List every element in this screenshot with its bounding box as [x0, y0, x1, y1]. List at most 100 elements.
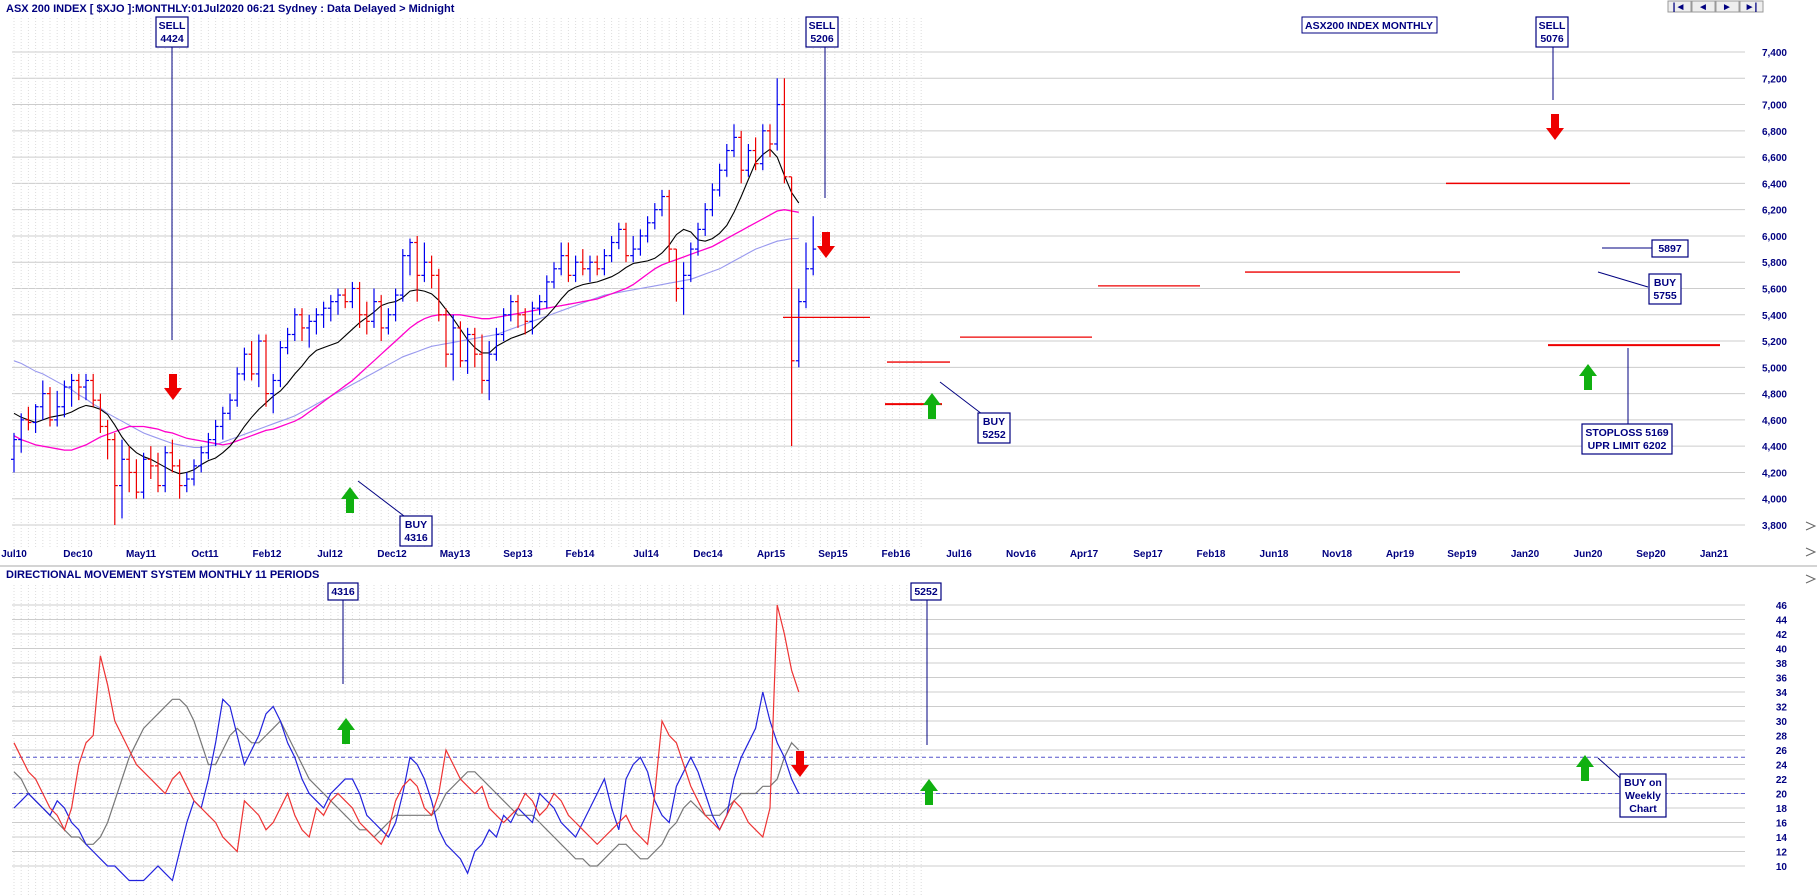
ohlc-bar [133, 459, 140, 499]
price-y-tick: 6,600 [1762, 153, 1787, 164]
annotation-text: Weekly [1625, 790, 1661, 802]
ohlc-bar [601, 249, 608, 276]
buy-arrow-icon [1579, 364, 1597, 390]
ohlc-bar [90, 373, 97, 407]
indicator-y-tick: 30 [1776, 717, 1788, 728]
ohlc-bar [32, 404, 39, 434]
buy-arrow-icon [337, 718, 355, 744]
plus-di-line [13, 691, 800, 882]
price-y-tick: 4,400 [1762, 442, 1787, 453]
ohlc-bar [623, 222, 629, 263]
adx-line [13, 698, 800, 867]
ohlc-bar [198, 446, 205, 473]
ohlc-bar [421, 242, 428, 282]
price-y-tick: 7,200 [1762, 74, 1787, 85]
annotation-box [1648, 273, 1682, 305]
ohlc-bar [435, 268, 442, 322]
annotation-box [399, 515, 433, 547]
ohlc-bar [471, 327, 478, 368]
price-y-tick: 6,400 [1762, 179, 1787, 190]
nav-prev-button[interactable] [1691, 0, 1716, 13]
ohlc-bar [630, 235, 637, 263]
indicator-y-tick: 18 [1776, 804, 1788, 815]
ohlc-bar [47, 387, 53, 427]
price-scroll-marker-icon[interactable] [1805, 521, 1817, 531]
ohlc-bar [83, 373, 89, 401]
ohlc-bar [248, 341, 255, 381]
annotation-box [1535, 16, 1569, 48]
ohlc-bar [529, 301, 536, 335]
ohlc-bar [572, 255, 579, 282]
ohlc-bar [126, 446, 133, 493]
price-x-tick: Jul10 [1, 549, 27, 560]
ohlc-bar [515, 295, 521, 328]
ohlc-bar [205, 433, 212, 460]
ohlc-bar [788, 176, 795, 447]
price-x-tick: Sep19 [1447, 549, 1477, 560]
buy-arrow-icon [341, 487, 359, 513]
nav-first-label: |◄ [1673, 2, 1686, 13]
annotation-leader [357, 480, 405, 517]
nav-prev-label: ◄ [1698, 2, 1708, 13]
time-scroll-marker-icon[interactable] [1805, 547, 1817, 557]
buy-arrow-icon [920, 779, 938, 805]
ohlc-bar [299, 308, 305, 342]
ohlc-bar [212, 419, 219, 447]
ohlc-bar [810, 216, 817, 276]
indicator-y-tick: 40 [1776, 645, 1788, 656]
annotation-text: 4316 [404, 532, 428, 544]
ohlc-bar [709, 183, 716, 217]
ohlc-bar [169, 439, 176, 473]
ohlc-bar [234, 367, 241, 407]
nav-last-button[interactable] [1739, 0, 1764, 13]
annotation-box [910, 582, 942, 601]
annotation-text: SELL [809, 20, 836, 32]
nav-first-button[interactable] [1667, 0, 1692, 13]
price-x-tick: Jul16 [946, 549, 972, 560]
ohlc-bar [147, 446, 154, 480]
annotation-text: 4424 [160, 33, 184, 45]
ohlc-bar [464, 327, 471, 374]
ohlc-bar [414, 235, 421, 302]
price-y-tick: 6,800 [1762, 127, 1787, 138]
price-y-tick: 6,000 [1762, 232, 1787, 243]
ma-mid-line [13, 209, 799, 451]
ohlc-bar [191, 459, 197, 486]
ohlc-bar [479, 334, 485, 394]
ohlc-bar [608, 235, 615, 263]
price-x-tick: Jun18 [1260, 549, 1289, 560]
indicator-y-tick: 14 [1776, 833, 1788, 844]
annotation-text: BUY [405, 519, 427, 531]
ohlc-bar [219, 406, 226, 440]
ohlc-bar [752, 137, 759, 171]
price-x-tick: Sep17 [1133, 549, 1163, 560]
price-level-box: 5897 [1602, 239, 1689, 258]
ohlc-bar [680, 262, 687, 315]
indicator-y-tick: 32 [1776, 703, 1788, 714]
sell-arrow-icon [791, 751, 809, 777]
ohlc-bar [723, 143, 730, 177]
ma-short-line [13, 148, 800, 475]
indicator-y-tick: 44 [1776, 616, 1788, 627]
ohlc-bar [428, 255, 435, 289]
ohlc-bar [140, 452, 147, 499]
ohlc-bar [155, 452, 161, 493]
nav-next-button[interactable] [1715, 0, 1740, 13]
annotation-text: 5206 [810, 33, 834, 45]
price-x-tick: Jul14 [633, 549, 659, 560]
panel-scroll-marker-icon[interactable] [1805, 574, 1817, 584]
ohlc-bar [731, 124, 737, 158]
annotation-text: 5755 [1653, 290, 1677, 302]
moving-averages [13, 148, 800, 475]
annotation-text: BUY [983, 416, 1005, 428]
chart-label: ASX200 INDEX MONTHLY [1305, 20, 1433, 32]
price-y-tick: 7,000 [1762, 101, 1787, 112]
indicator-y-tick: 22 [1776, 775, 1788, 786]
price-x-tick: Dec12 [377, 549, 407, 560]
ohlc-bar [61, 380, 68, 418]
indicator-gridlines [12, 585, 1745, 895]
ohlc-bar [176, 459, 183, 499]
sell-arrow-icon [1546, 114, 1564, 140]
